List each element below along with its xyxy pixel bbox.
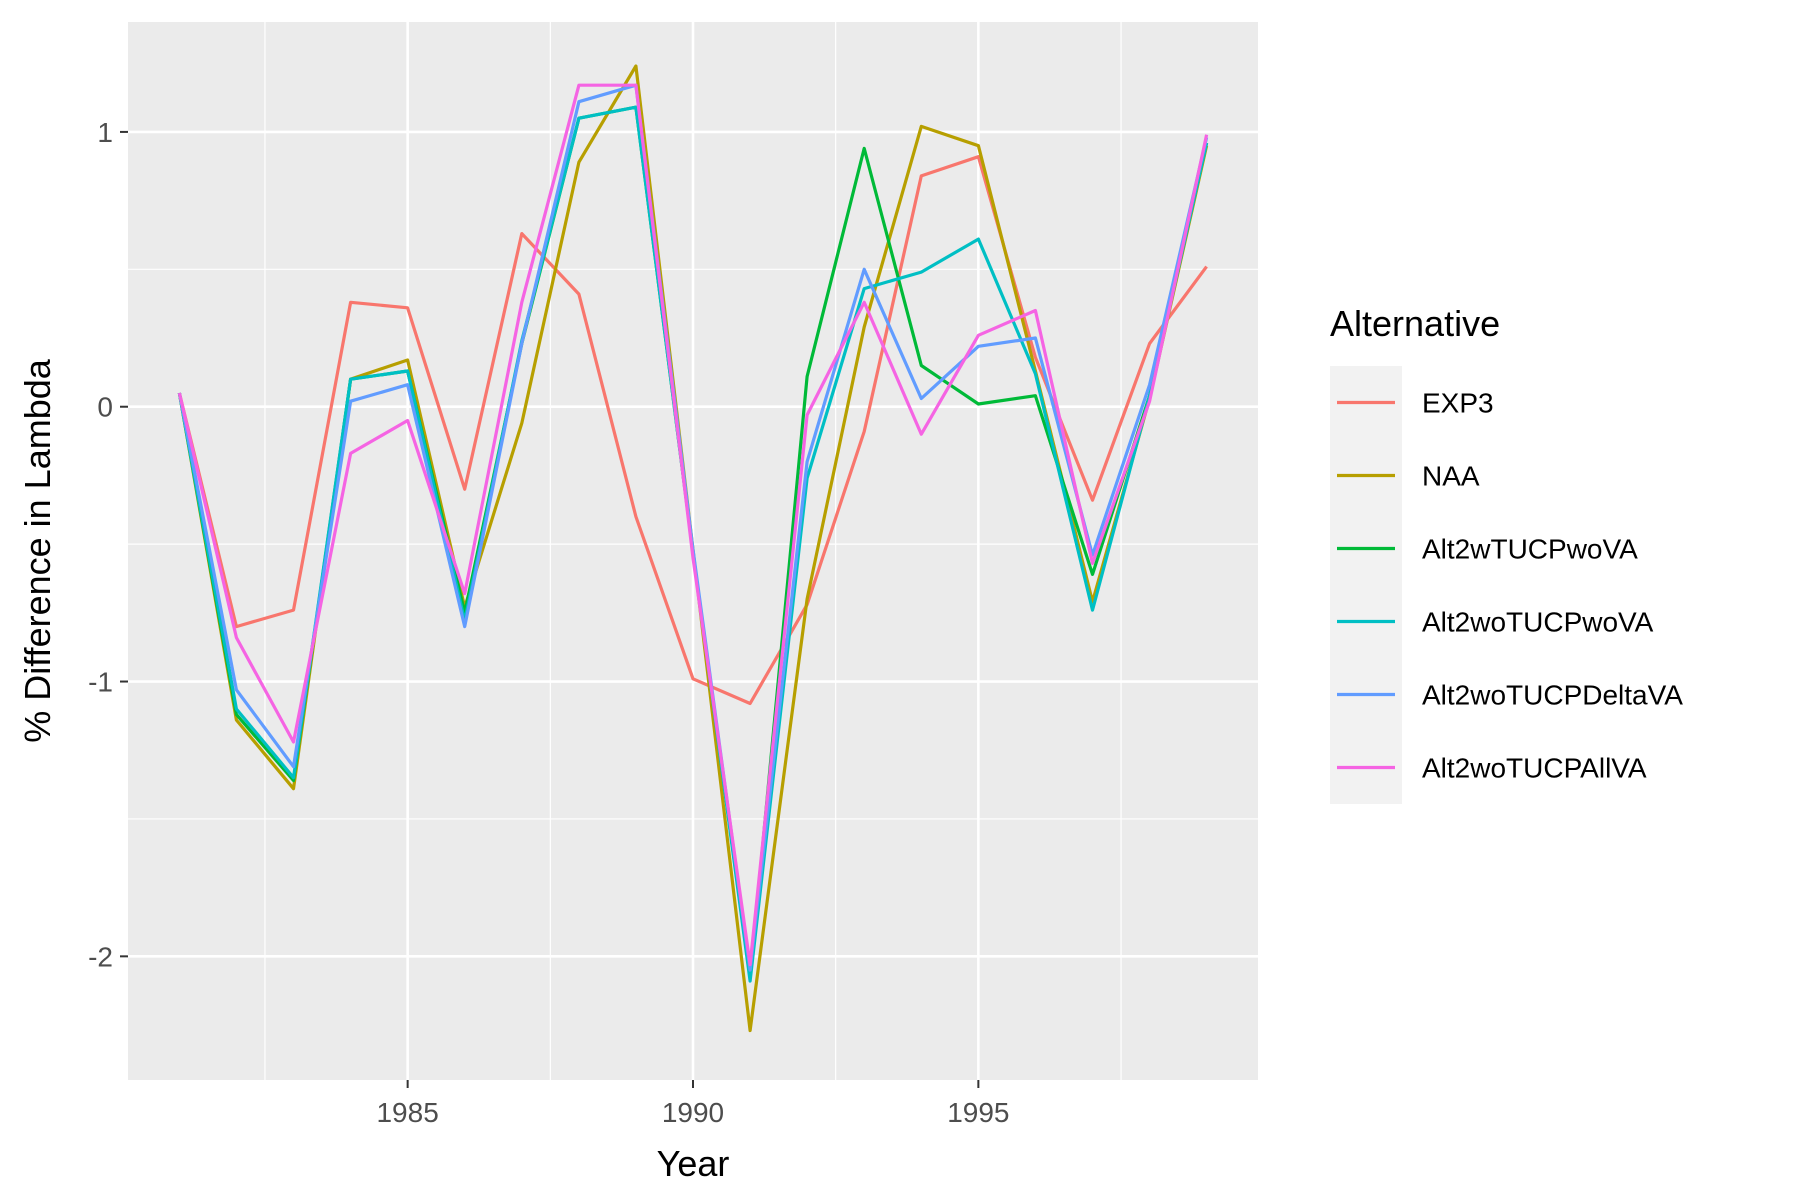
x-tick-label: 1985 [376,1097,438,1128]
legend-label: Alt2woTUCPAllVA [1422,753,1647,784]
legend-label: Alt2woTUCPwoVA [1422,607,1654,638]
x-axis: 1985 1990 1995 [376,1080,1010,1128]
legend-label: Alt2wTUCPwoVA [1422,534,1638,565]
y-tick-label: -2 [88,941,113,972]
legend-items: EXP3 NAA Alt2wTUCPwoVA Alt2woTUCPwoVA Alt2wo… [1337,388,1683,784]
legend-item-naa: NAA [1337,461,1480,492]
y-axis: -2 -1 0 1 [88,117,128,972]
x-axis-title: Year [657,1143,730,1184]
y-tick-label: -1 [88,667,113,698]
legend-item-alt2wotucpdeltava: Alt2woTUCPDeltaVA [1337,680,1683,711]
legend-key-background [1330,366,1402,804]
legend-label: Alt2woTUCPDeltaVA [1422,680,1683,711]
x-tick-label: 1995 [947,1097,1009,1128]
legend-item-exp3: EXP3 [1337,388,1494,419]
legend-label: EXP3 [1422,388,1494,419]
legend-title: Alternative [1330,303,1500,344]
legend-item-alt2wotucpallva: Alt2woTUCPAllVA [1337,753,1647,784]
legend-item-alt2wotucpwova: Alt2woTUCPwoVA [1337,607,1654,638]
series-line-exp3 [177,155,1208,706]
y-tick-label: 1 [97,117,113,148]
y-tick-label: 0 [97,392,113,423]
y-axis-title: % Difference in Lambda [17,358,58,743]
x-tick-label: 1990 [662,1097,724,1128]
legend: Alternative EXP3 NAA Alt2wTUCPwoVA Alt2woTU… [1330,303,1683,804]
major-grid [128,22,1258,1080]
legend-item-alt2wtucpwova: Alt2wTUCPwoVA [1337,534,1638,565]
series-lines [177,64,1209,1033]
series-line-alt2wotucpallva [177,83,1209,967]
legend-label: NAA [1422,461,1480,492]
